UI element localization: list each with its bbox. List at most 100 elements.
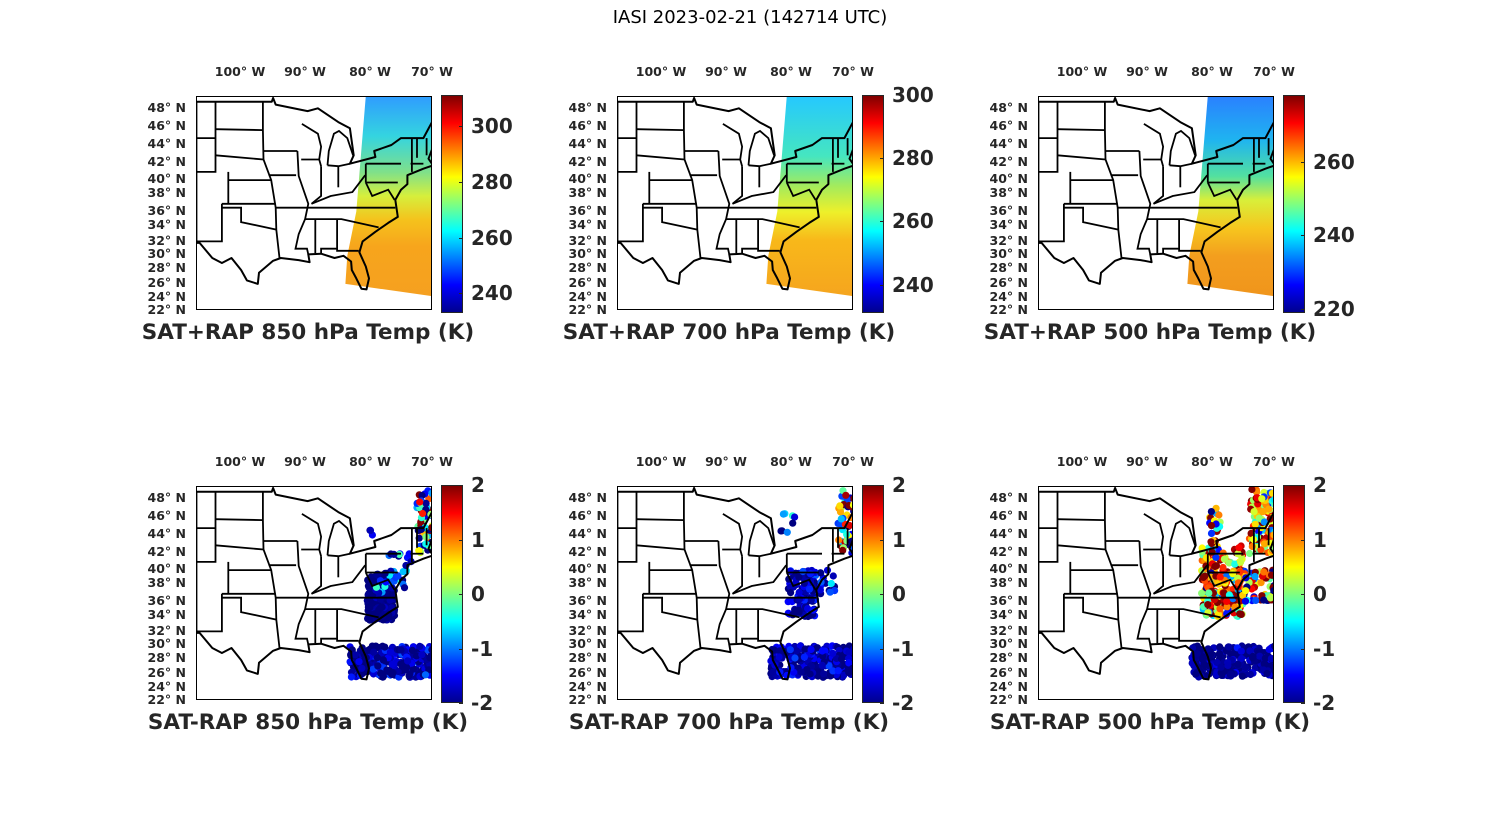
map-axes[interactable]: [1038, 486, 1274, 700]
lat-tick-label: 22° N: [147, 692, 186, 707]
colorbar-tick-mark: [1301, 594, 1305, 595]
colorbar-tick-mark: [880, 95, 884, 96]
difference-point: [1237, 610, 1245, 618]
state-border: [683, 101, 702, 259]
difference-point: [792, 647, 801, 655]
difference-point: [849, 501, 852, 509]
map-axes[interactable]: [196, 96, 432, 310]
difference-point: [1216, 573, 1224, 581]
difference-point: [791, 654, 799, 662]
colorbar-tick-label: 2: [1313, 473, 1327, 497]
panel-title: SAT-RAP 500 hPa Temp (K): [989, 710, 1311, 735]
state-border: [320, 609, 339, 644]
state-border: [336, 248, 359, 252]
difference-point: [366, 526, 375, 534]
state-border: [305, 608, 379, 619]
lat-tick-label: 22° N: [568, 692, 607, 707]
state-border: [748, 552, 772, 558]
lon-tick-label: 70° W: [1253, 64, 1295, 79]
panel-title: SAT+RAP 500 hPa Temp (K): [983, 320, 1317, 345]
state-border: [726, 608, 800, 619]
lat-tick-label: 48° N: [989, 100, 1028, 115]
difference-point: [1207, 529, 1216, 537]
lat-tick-label: 44° N: [147, 136, 186, 151]
state-border: [301, 513, 323, 557]
difference-point: [1199, 573, 1207, 581]
lat-tick-label: 32° N: [989, 233, 1028, 248]
state-border: [1153, 564, 1208, 595]
difference-point: [786, 646, 794, 654]
difference-point: [1219, 563, 1227, 572]
lat-tick-label: 44° N: [989, 526, 1028, 541]
lat-tick-label: 36° N: [147, 593, 186, 608]
colorbar-tick-label: -1: [1313, 636, 1336, 661]
colorbar-tick-label: 240: [892, 272, 934, 297]
lat-tick-label: 32° N: [568, 233, 607, 248]
difference-point: [1238, 672, 1246, 680]
lon-tick-label: 100° W: [635, 454, 687, 469]
state-border: [364, 572, 396, 591]
state-border: [336, 638, 359, 642]
difference-point: [376, 595, 384, 603]
state-border: [262, 491, 281, 649]
difference-point: [1215, 650, 1224, 658]
lon-tick-label: 100° W: [214, 454, 266, 469]
difference-point: [789, 519, 797, 527]
lat-tick-label: 48° N: [568, 490, 607, 505]
map-axes[interactable]: [1038, 96, 1274, 310]
state-border: [618, 203, 644, 243]
state-border: [197, 203, 223, 243]
state-border: [294, 150, 310, 255]
lon-tick-label: 80° W: [770, 454, 812, 469]
colorbar-tick-label: -2: [892, 691, 915, 715]
difference-point: [1217, 663, 1225, 671]
lat-tick-label: 24° N: [989, 679, 1028, 694]
difference-point: [428, 524, 431, 532]
state-border: [732, 564, 787, 595]
difference-point: [777, 527, 785, 535]
map-axes[interactable]: [617, 96, 853, 310]
difference-point: [1265, 505, 1273, 513]
colorbar-tick-label: 1: [471, 527, 485, 552]
state-border: [748, 162, 772, 168]
state-border: [215, 128, 263, 131]
difference-point: [1207, 508, 1215, 516]
state-border: [326, 519, 354, 556]
state-border: [642, 206, 698, 231]
state-border: [636, 544, 685, 551]
state-border: [327, 552, 351, 558]
colorbar-tick-mark: [880, 648, 884, 650]
state-border: [1178, 248, 1201, 252]
lat-tick-label: 34° N: [989, 217, 1028, 232]
state-border: [1162, 219, 1181, 254]
difference-point: [1215, 511, 1223, 519]
lon-tick-label: 70° W: [411, 64, 453, 79]
state-border: [636, 128, 684, 131]
difference-point: [374, 662, 382, 670]
difference-point: [1271, 642, 1273, 650]
map-axes[interactable]: [196, 486, 432, 700]
lat-tick-label: 36° N: [989, 203, 1028, 218]
map-axes[interactable]: [617, 486, 853, 700]
difference-point: [817, 569, 825, 577]
lat-tick-label: 40° N: [989, 171, 1028, 186]
difference-point: [1237, 558, 1245, 566]
state-border: [1057, 128, 1105, 131]
state-border: [327, 162, 351, 168]
difference-point: [807, 645, 815, 654]
state-border: [1206, 182, 1238, 201]
difference-point: [1204, 601, 1212, 609]
colorbar-tick-label: 280: [892, 146, 934, 171]
state-border: [1136, 540, 1152, 645]
lat-tick-label: 42° N: [568, 544, 607, 559]
lat-tick-label: 40° N: [568, 561, 607, 576]
difference-point: [1267, 654, 1273, 663]
colorbar-tick-label: -2: [471, 691, 494, 715]
lat-tick-label: 48° N: [568, 100, 607, 115]
lat-tick-label: 28° N: [147, 650, 186, 665]
difference-point: [776, 647, 784, 655]
colorbar-tick-label: 2: [892, 473, 906, 497]
state-border: [726, 218, 800, 229]
colorbar-tick-label: 260: [471, 225, 513, 250]
difference-point: [422, 499, 430, 507]
